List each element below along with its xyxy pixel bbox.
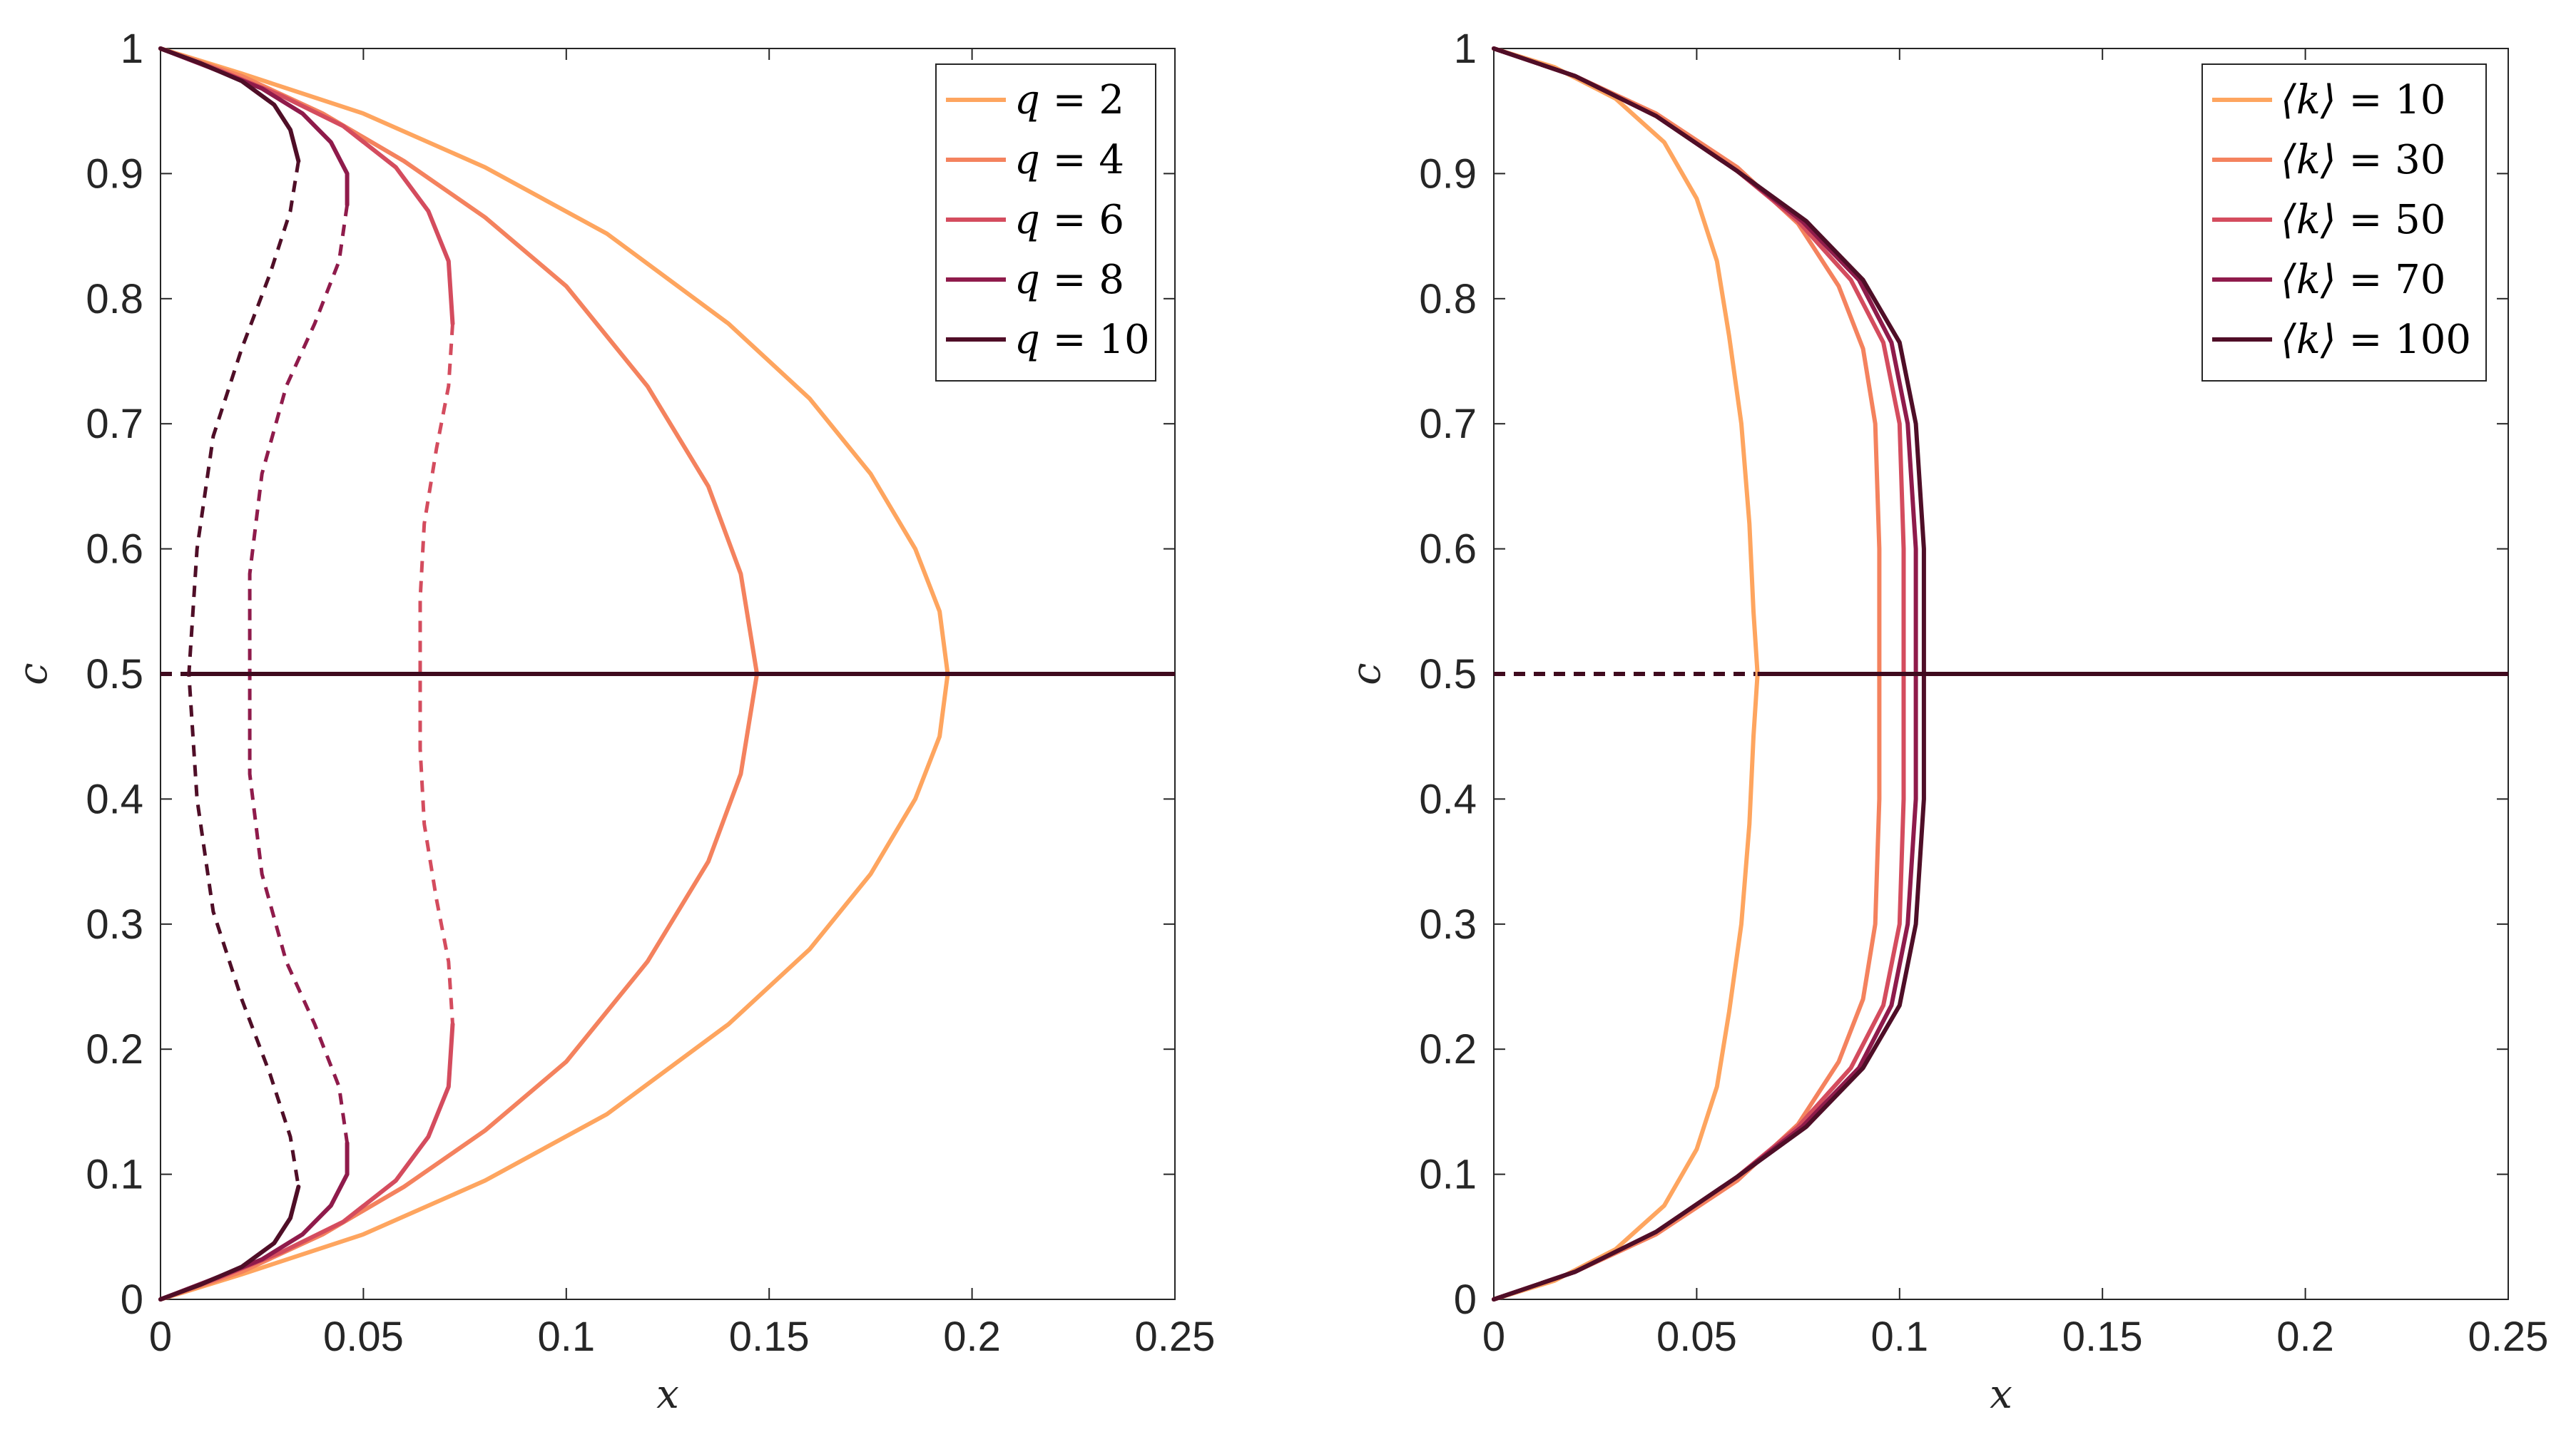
y-tick-label: 0 [1454,1277,1477,1323]
y-tick-label: 0.4 [86,776,143,822]
y-tick-label: 1 [121,26,143,72]
x-tick-label: 0.15 [729,1314,810,1360]
y-tick-label: 0.2 [86,1026,143,1073]
y-tick-label: 0.3 [86,901,143,948]
legend-entry: q = 6 [1014,197,1124,243]
legend: q = 2 q = 4 q = 6 q = 8 q = 10 [935,63,1156,382]
y-tick-label: 0.8 [1419,276,1477,322]
y-tick-label: 0.5 [1419,651,1477,697]
y-tick-label: 0 [121,1277,143,1323]
x-axis-label: x [1990,1371,2012,1418]
legend-entry: ⟨k⟩ = 100 [2281,317,2471,363]
x-axis-label: x [656,1371,679,1418]
legend-entry: q = 10 [1014,317,1150,363]
y-tick-label: 0.9 [1419,150,1477,197]
x-tick-label: 0.05 [323,1314,404,1360]
series-line-5 [158,46,301,1302]
x-tick-label: 0.15 [2062,1314,2143,1360]
legend-entry: q = 2 [1014,77,1124,123]
x-tick-label: 0.25 [1135,1314,1216,1360]
y-tick-label: 0.3 [1419,901,1477,948]
y-tick-label: 0.4 [1419,776,1477,822]
y-tick-label: 0.6 [1419,526,1477,573]
legend-entry: ⟨k⟩ = 30 [2281,137,2445,183]
right-panel-k: 0 0.05 0.1 0.15 0.2 0.25 0 0.1 0.2 0.3 0.4 0.5 0.6 0.… [1343,26,2548,1418]
legend-box [2201,63,2487,382]
x-tick-label: 0.25 [2468,1314,2549,1360]
y-tick-label: 0.1 [86,1152,143,1198]
x-tick-label: 0.2 [943,1314,1001,1360]
x-tick-label: 0.1 [537,1314,595,1360]
x-tick-label: 0.05 [1656,1314,1737,1360]
y-axis-label: c [1343,663,1390,685]
x-tick-label: 0 [149,1314,172,1360]
y-tick-label: 0.2 [1419,1026,1477,1073]
x-tick-label: 0.2 [2276,1314,2334,1360]
y-tick-label: 0.7 [86,401,143,447]
y-tick-label: 0.1 [1419,1152,1477,1198]
legend-entry: ⟨k⟩ = 10 [2281,77,2445,123]
y-tick-label: 0.5 [86,651,143,697]
y-tick-label: 0.6 [86,526,143,573]
series-dashed-3 [418,323,454,1025]
legend-entry: q = 4 [1014,137,1124,183]
x-tick-label: 0 [1482,1314,1505,1360]
legend-entry: ⟨k⟩ = 70 [2281,257,2445,303]
y-tick-label: 0.8 [86,276,143,322]
legend: ⟨k⟩ = 10 ⟨k⟩ = 30 ⟨k⟩ = 50 ⟨k⟩ = 70 ⟨k⟩ = 10… [2201,63,2487,382]
x-tick-label: 0.1 [1870,1314,1928,1360]
y-tick-label: 1 [1454,26,1477,72]
left-panel-q: 0 0.05 0.1 0.15 0.2 0.25 0 0.1 0.2 0.3 0.4 0.5 0.6 0.… [10,26,1215,1418]
y-tick-label: 0.7 [1419,401,1477,447]
y-axis-label: c [10,663,56,685]
legend-box [935,63,1156,382]
legend-entry: ⟨k⟩ = 50 [2281,197,2445,243]
y-tick-label: 0.9 [86,150,143,197]
legend-entry: q = 8 [1014,257,1124,303]
